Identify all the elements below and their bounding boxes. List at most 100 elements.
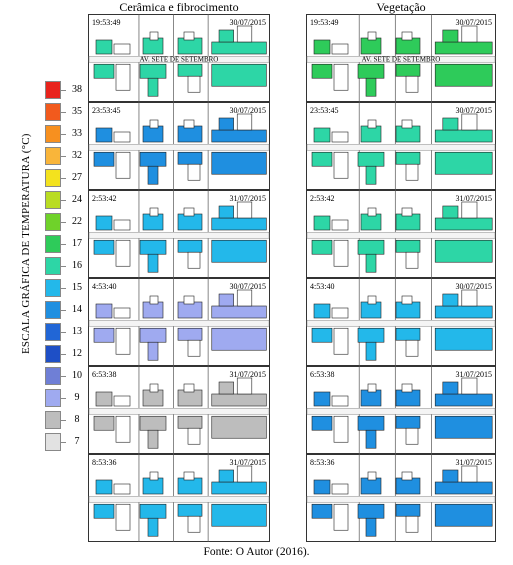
scale-tick [60,288,66,289]
building-block [405,339,419,357]
building-block [187,339,201,357]
building-block [360,301,382,319]
source-footer: Fonte: O Autor (2016). [203,546,310,558]
building-block [313,303,331,319]
scale-tick [60,332,66,333]
street-band [88,55,270,63]
building-block [218,381,234,395]
building-block [395,37,421,55]
building-block [333,63,349,91]
scale-swatch [45,411,61,429]
building-block [395,239,421,253]
thermal-panel-right: 23:53:45 30/07/2015 [306,102,496,190]
scale-tick [60,134,66,135]
building-block [211,41,267,55]
building-block [183,383,195,393]
building-block [149,383,159,393]
scale-tick [60,310,66,311]
scale-tick [60,398,66,399]
panel-date: 30/07/2015 [230,106,266,115]
scale-label: 24 [72,194,82,205]
panel-time: 23:53:45 [92,106,120,115]
scale-swatch [45,213,61,231]
panel-date: 30/07/2015 [456,282,492,291]
building-block [331,307,349,319]
thermal-panel-right: 19:53:49 30/07/2015 AV. SETE DE SETEMBRO [306,14,496,102]
building-block [183,471,195,481]
building-block [93,151,115,167]
building-block [395,477,421,495]
street-label: AV. SETE DE SETEMBRO [140,56,219,64]
building-block [147,517,159,537]
building-block [333,415,349,443]
building-block [461,201,478,219]
building-block [236,465,253,483]
building-block [149,119,159,129]
scale-label: 15 [72,282,82,293]
building-block [93,63,115,79]
building-block [360,213,382,231]
building-block [401,383,413,393]
scale-tick [60,90,66,91]
building-block [183,119,195,129]
building-block [461,289,478,307]
panel-date: 30/07/2015 [230,18,266,27]
scale-label: 22 [72,216,82,227]
building-block [331,395,349,407]
building-block [149,295,159,305]
building-block [139,239,167,255]
building-block [311,327,333,343]
scale-tick [60,442,66,443]
building-block [139,503,167,519]
scale-label: 17 [72,238,82,249]
building-block [331,219,349,231]
scale-swatch [45,323,61,341]
building-block [93,239,115,255]
panel-time: 4:53:40 [92,282,116,291]
scale-swatch [45,125,61,143]
building-block [311,63,333,79]
building-block [331,483,349,495]
scale-label: 27 [72,172,82,183]
building-block [401,31,413,41]
building-block [147,253,159,273]
building-block [142,125,164,143]
building-block [139,63,167,79]
building-block [113,307,131,319]
building-block [95,215,113,231]
scale-tick [60,376,66,377]
building-block [218,469,234,483]
building-block [177,477,203,495]
street-band [88,231,270,239]
building-block [357,151,385,167]
building-block [211,63,267,87]
thermal-panel-left: 2:53:42 31/07/2015 [88,190,270,278]
panel-time: 6:53:38 [310,370,334,379]
street-band [88,407,270,415]
scale-label: 8 [74,414,80,425]
building-block [357,503,385,519]
panel-time: 23:53:45 [310,106,338,115]
scale-tick [60,178,66,179]
building-block [177,389,203,407]
building-block [434,481,493,495]
building-block [367,119,377,129]
building-block [236,113,253,131]
building-block [367,295,377,305]
building-block [177,239,203,253]
building-block [360,477,382,495]
building-block [95,479,113,495]
panel-time: 8:53:36 [92,458,116,467]
building-block [236,289,253,307]
scale-swatch [45,301,61,319]
building-block [367,207,377,217]
building-block [367,31,377,41]
scale-swatch [45,279,61,297]
building-block [147,429,159,449]
building-block [211,327,267,351]
building-block [139,415,167,431]
building-block [442,469,459,483]
scale-tick [60,266,66,267]
building-block [311,239,333,255]
building-block [333,151,349,179]
